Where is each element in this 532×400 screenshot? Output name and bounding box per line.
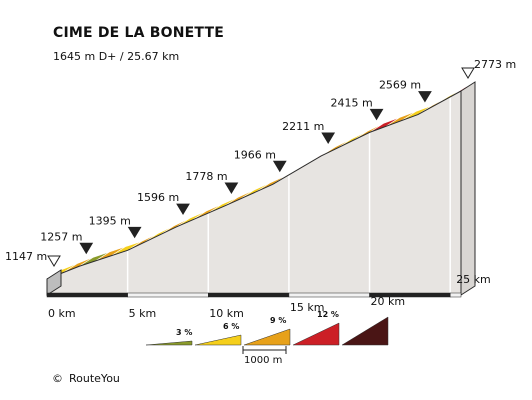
legend-swatch [194,334,242,346]
profile-right-cap [460,81,476,296]
distance-scale-bar [208,292,290,298]
x-tick-label: 5 km [129,307,157,320]
waypoint-marker-icon [272,160,287,173]
waypoint-marker-icon [79,242,94,255]
waypoint-marker-icon [321,132,336,144]
x-tick-label: 15 km [290,301,325,314]
chart-title: CIME DE LA BONETTE [53,25,224,41]
endpoint-marker-icon [47,255,61,267]
waypoint-marker-icon [176,203,190,216]
legend-scale-label: 1000 m [244,355,282,366]
waypoint-marker-icon [369,108,384,121]
elevation-label: 2211 m [282,120,324,133]
profile-top-edge [46,90,462,280]
credit-label: RouteYou [69,372,120,385]
legend-label: 3 % [176,328,192,337]
elevation-label: 1257 m [40,230,82,243]
distance-scale-bar [127,292,209,298]
waypoint-marker-icon [418,91,432,103]
x-tick-label: 0 km [48,307,76,320]
elevation-label: 2773 m [474,58,516,71]
elevation-label: 2415 m [331,96,373,109]
elevation-label: 1395 m [89,214,131,227]
endpoint-marker-icon [461,67,475,79]
legend-swatch [341,316,389,346]
distance-scale-bar [449,292,462,298]
elevation-label: 2569 m [379,79,421,92]
elevation-label: 1966 m [234,148,276,161]
legend-label: 6 % [223,322,239,331]
x-tick-label: 10 km [209,307,244,320]
waypoint-marker-icon [224,182,239,195]
legend-label: 12 % [317,310,339,319]
legend-swatch [292,322,340,346]
copyright-credit: © RouteYou [52,372,120,385]
elevation-label: 1778 m [185,170,227,183]
x-tick-label: 20 km [371,295,406,308]
legend-label: 9 % [270,316,286,325]
waypoint-marker-icon [127,226,142,239]
legend-swatch [243,328,291,346]
copyright-icon: © [52,372,63,385]
x-tick-label: 25 km [456,273,491,286]
legend-swatch [145,340,193,346]
chart-subtitle: 1645 m D+ / 25.67 km [53,50,180,63]
distance-scale-bar [288,292,370,298]
distance-scale-bar [46,292,128,298]
profile-left-cap [46,269,62,296]
elevation-label: 1596 m [137,191,179,204]
elevation-label: 1147 m [5,250,47,263]
